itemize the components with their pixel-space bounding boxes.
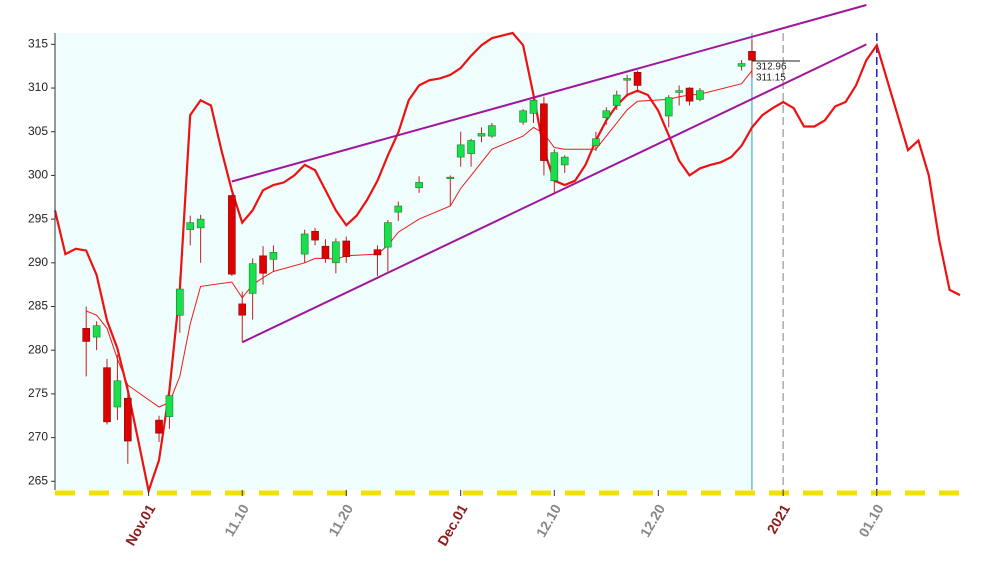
candle-body	[373, 249, 382, 256]
y-tick-label: 285	[28, 299, 48, 313]
moving-average-line	[86, 70, 753, 408]
candle-body	[748, 51, 756, 61]
candle-body	[103, 367, 111, 423]
candle-body	[82, 328, 91, 342]
candle-body	[467, 140, 475, 154]
candle-body	[92, 325, 101, 338]
candle-body	[311, 231, 319, 241]
candle-body	[394, 205, 403, 213]
candle-body	[737, 63, 746, 67]
candle-body	[228, 195, 236, 275]
candle-body	[446, 176, 455, 179]
y-tick-label: 290	[28, 255, 48, 269]
candle-body	[540, 103, 548, 161]
y-tick-label: 300	[28, 168, 48, 182]
candle-body	[633, 72, 642, 86]
candle-body	[238, 303, 247, 316]
y-tick-label: 295	[28, 211, 48, 225]
candle-body	[332, 241, 340, 264]
candle-body	[186, 222, 195, 230]
y-tick-label: 275	[28, 386, 48, 400]
candle-body	[259, 255, 267, 274]
candle-body	[113, 380, 122, 408]
candle-body	[550, 152, 559, 181]
candle-body	[519, 110, 527, 123]
y-tick-label: 305	[28, 124, 48, 138]
trend-line	[241, 43, 867, 344]
candle-body	[664, 97, 673, 117]
candle-body	[612, 94, 621, 106]
candle-body	[155, 419, 163, 434]
price-annotation: 312.96	[756, 62, 787, 73]
candle-body	[456, 144, 465, 158]
trend-line	[231, 4, 867, 183]
y-tick-label: 270	[28, 430, 48, 444]
candle-body	[196, 218, 205, 229]
candle-body	[384, 222, 392, 248]
candle-body	[602, 110, 611, 119]
candle-body	[560, 156, 569, 166]
y-tick-label: 310	[28, 80, 48, 94]
candle-body	[176, 288, 184, 316]
candle-body	[124, 397, 132, 442]
candle-body	[488, 125, 496, 137]
price-annotation: 311.15	[756, 73, 786, 84]
candle-body	[592, 138, 600, 147]
oscillator-line	[53, 31, 961, 496]
y-tick-label: 315	[28, 37, 48, 51]
candle-body	[321, 245, 330, 259]
candle-body	[623, 78, 631, 81]
candle-body	[529, 99, 538, 114]
candle-body	[300, 233, 309, 255]
candle-body	[165, 395, 174, 417]
y-tick-label: 280	[28, 342, 48, 356]
candle-body	[248, 263, 257, 294]
candle-body	[685, 87, 694, 102]
candle-body	[269, 252, 278, 260]
y-tick-label: 265	[28, 473, 48, 487]
candle-body	[342, 240, 351, 257]
candle-body	[415, 182, 423, 188]
candle-body	[675, 90, 683, 93]
candle-body	[696, 90, 704, 100]
candle-body	[477, 133, 486, 137]
